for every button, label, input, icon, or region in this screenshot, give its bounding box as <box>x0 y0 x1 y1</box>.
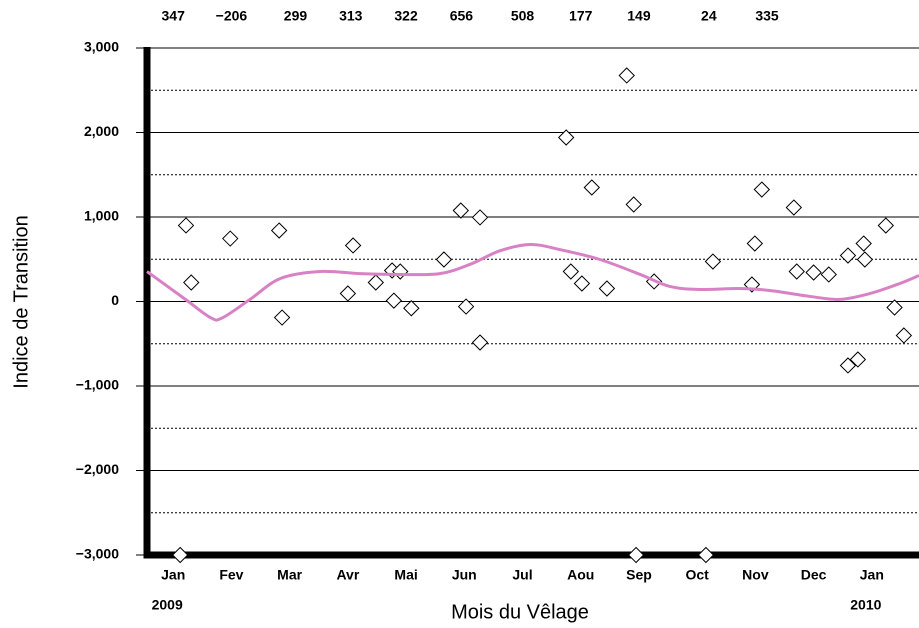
x-tick-label: Avr <box>336 567 359 583</box>
y-tick-label: −2,000 <box>76 461 119 477</box>
mean-label: 322 <box>394 8 418 24</box>
data-point <box>183 274 200 291</box>
x-tick-label: Fev <box>219 567 243 583</box>
data-point <box>171 546 189 564</box>
x-tick-label: Oct <box>686 567 710 583</box>
mean-label: 656 <box>450 8 474 24</box>
x-tick-label: Jan <box>161 567 185 583</box>
mean-label: 335 <box>755 8 779 24</box>
y-tick-label: −1,000 <box>76 377 119 393</box>
x-tick-label: Nov <box>742 567 769 583</box>
data-point <box>367 274 385 291</box>
data-point <box>627 546 645 564</box>
data-point <box>618 67 635 84</box>
data-point <box>895 327 913 344</box>
data-point <box>385 292 403 309</box>
data-point <box>839 357 857 374</box>
mean-label: 347 <box>162 8 186 24</box>
data-point <box>746 235 764 252</box>
data-point <box>573 275 591 292</box>
data-point <box>598 280 616 297</box>
y-tick-label: 1,000 <box>84 208 119 224</box>
data-point <box>562 263 580 280</box>
data-point <box>457 298 475 315</box>
y-tick-label: −3,000 <box>76 546 119 562</box>
x-tick-label: Dec <box>801 567 827 583</box>
data-point <box>583 179 601 196</box>
mean-label: 508 <box>511 8 535 24</box>
data-point <box>344 237 362 254</box>
mean-label: 149 <box>627 8 651 24</box>
x-tick-label: Jul <box>512 567 532 583</box>
data-point <box>403 300 420 317</box>
data-point <box>177 217 195 234</box>
data-point <box>805 264 822 281</box>
trend-line <box>146 242 919 322</box>
data-point <box>856 251 874 268</box>
data-point <box>222 230 239 247</box>
x-tick-label: Sep <box>626 567 652 583</box>
mean-label: 177 <box>569 8 593 24</box>
data-point <box>471 334 489 351</box>
data-point <box>557 129 575 146</box>
data-point <box>339 285 357 302</box>
y-tick-label: 0 <box>111 292 119 308</box>
data-point <box>273 309 291 326</box>
data-point <box>788 263 805 280</box>
data-point <box>704 253 722 270</box>
data-point <box>886 299 903 316</box>
data-point <box>820 266 837 283</box>
x-tick-label: Mai <box>394 567 417 583</box>
year-label: 2010 <box>850 597 881 613</box>
x-tick-label: Aou <box>567 567 594 583</box>
mean-label: −206 <box>216 8 248 24</box>
mean-label: 299 <box>284 8 308 24</box>
x-tick-label: Jun <box>452 567 477 583</box>
data-point <box>855 235 872 252</box>
data-point <box>849 351 867 368</box>
mean-label: 24 <box>701 8 717 24</box>
mean-label: 313 <box>339 8 363 24</box>
data-point <box>753 181 771 198</box>
data-point <box>697 546 715 564</box>
data-point <box>839 247 857 264</box>
data-point <box>877 217 895 234</box>
y-axis-title: Indice de Transition <box>10 215 32 388</box>
data-point <box>471 209 489 226</box>
data-point <box>625 196 642 213</box>
y-tick-label: 3,000 <box>84 39 119 55</box>
data-point <box>270 222 288 239</box>
x-axis-title: Mois du Vêlage <box>451 601 589 623</box>
data-point <box>452 202 470 219</box>
data-point <box>435 251 453 268</box>
x-tick-label: Mar <box>277 567 302 583</box>
year-label: 2009 <box>152 597 183 613</box>
x-tick-label: Jan <box>860 567 884 583</box>
y-tick-label: 2,000 <box>84 123 119 139</box>
data-point <box>785 199 803 216</box>
